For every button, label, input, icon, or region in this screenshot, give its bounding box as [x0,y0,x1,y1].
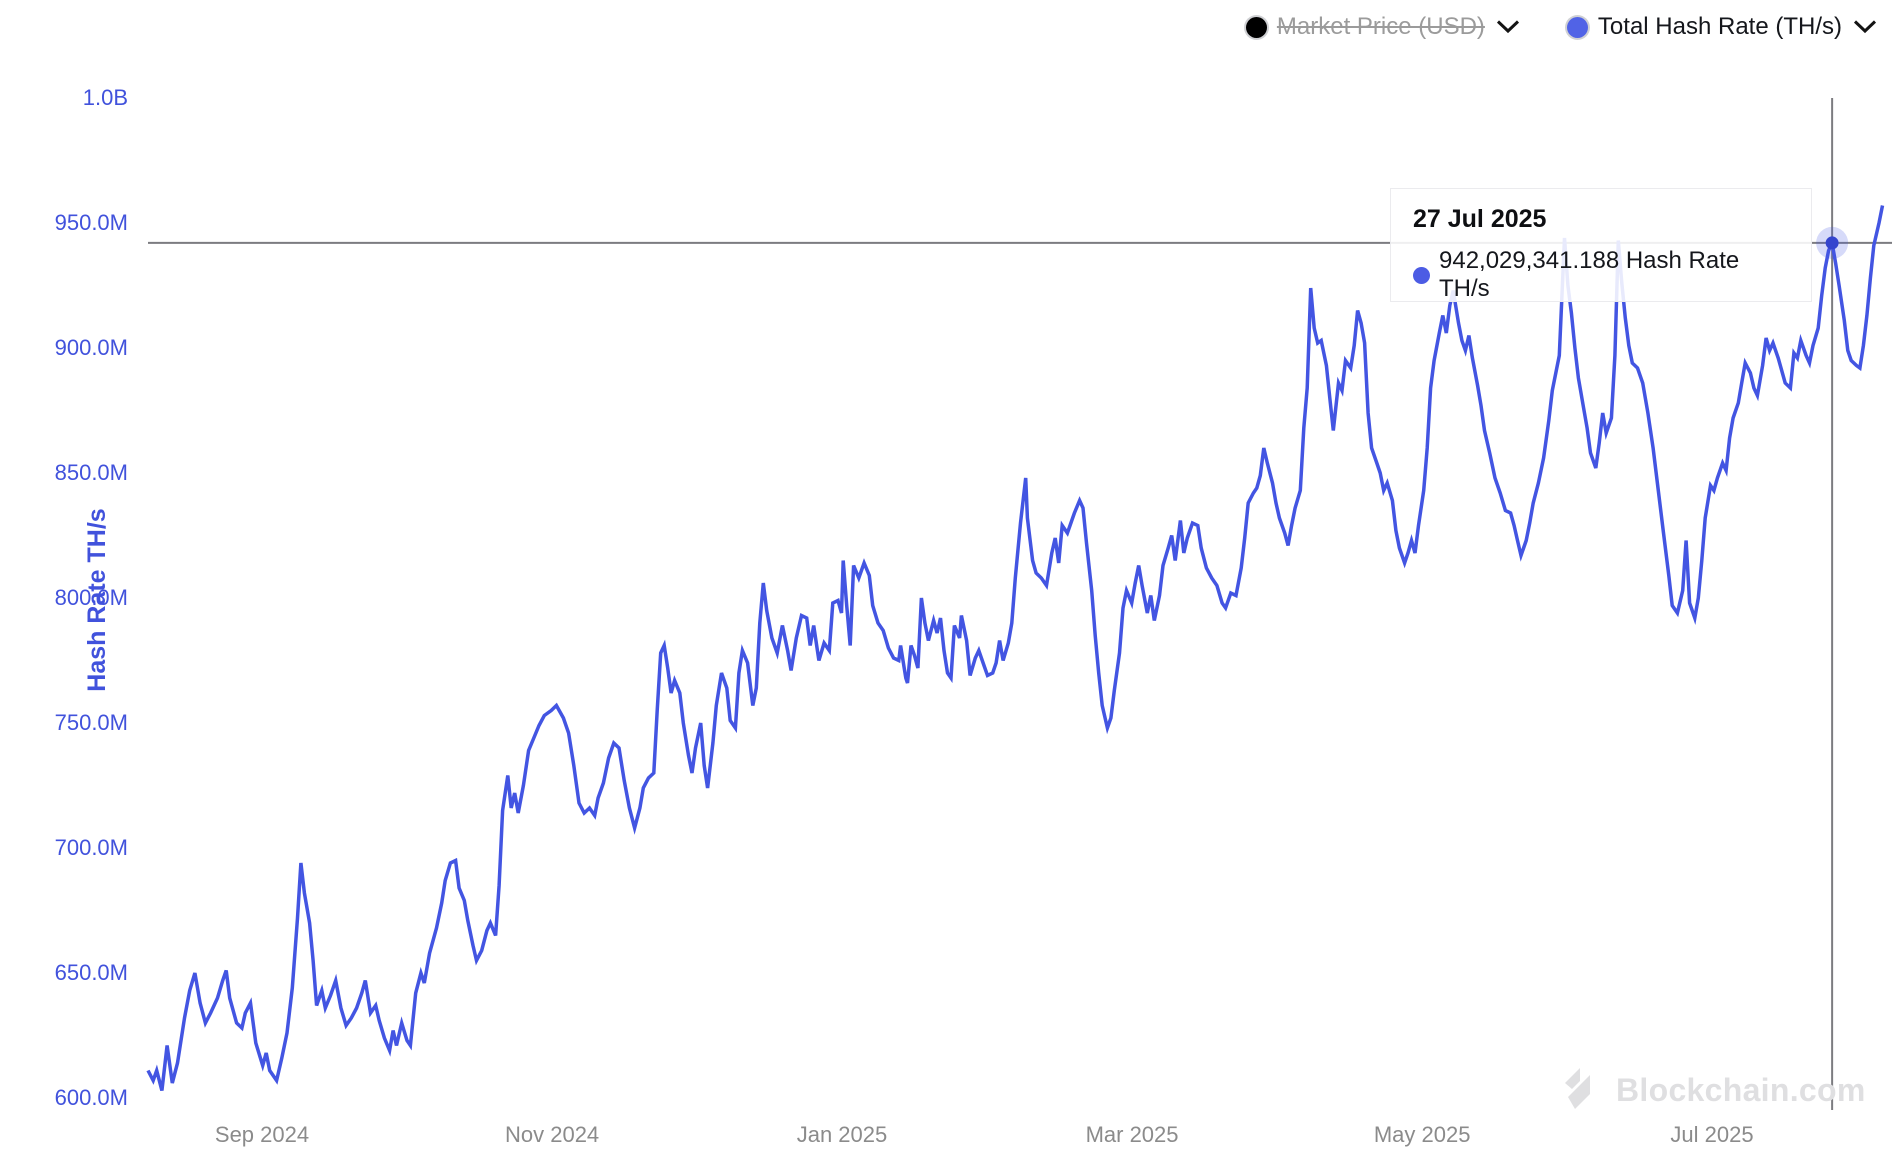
y-tick-label: 650.0M [54,960,128,985]
tooltip-value: 942,029,341.188 Hash Rate TH/s [1439,247,1740,302]
x-tick-label: Sep 2024 [214,1122,310,1147]
x-tick-label: Nov 2024 [504,1122,600,1147]
x-tick-label: Mar 2025 [1085,1122,1179,1147]
y-tick-label: 700.0M [54,835,128,860]
x-tick-label: May 2025 [1373,1122,1471,1147]
y-tick-label: 800.0M [54,585,128,610]
y-tick-label: 1.0B [82,85,128,110]
chevron-down-icon[interactable] [1852,19,1878,35]
legend-item-total-hash-rate[interactable]: Total Hash Rate (TH/s) [1566,13,1878,41]
legend-label-market-price: Market Price (USD) [1276,13,1485,40]
watermark-text: Blockchain.com [1616,1071,1866,1108]
chart-legend: Market Price (USD) Total Hash Rate (TH/s… [1245,13,1878,41]
x-tick-label: Jul 2025 [1670,1122,1754,1147]
y-tick-label: 850.0M [54,460,128,485]
chart-tooltip: 27 Jul 2025 942,029,341.188 Hash Rate TH… [1390,188,1812,302]
tooltip-date: 27 Jul 2025 [1413,205,1547,233]
legend-label-total-hash-rate: Total Hash Rate (TH/s) [1597,13,1842,40]
series-dot-icon [1413,266,1430,284]
hover-marker-dot [1825,236,1839,250]
y-tick-label: 900.0M [54,335,128,360]
blockchain-logo-icon [1565,1068,1590,1109]
total-hash-rate-dot-icon [1566,16,1588,38]
y-tick-label: 950.0M [54,210,128,235]
y-tick-label: 750.0M [54,710,128,735]
blockchain-watermark: Blockchain.com [1562,1066,1866,1114]
legend-item-market-price[interactable]: Market Price (USD) [1245,13,1521,41]
chevron-down-icon[interactable] [1495,19,1521,35]
x-tick-label: Jan 2025 [796,1122,888,1147]
y-tick-label: 600.0M [54,1085,128,1110]
market-price-dot-icon [1245,16,1267,38]
hash-rate-line-series [146,205,1885,1091]
